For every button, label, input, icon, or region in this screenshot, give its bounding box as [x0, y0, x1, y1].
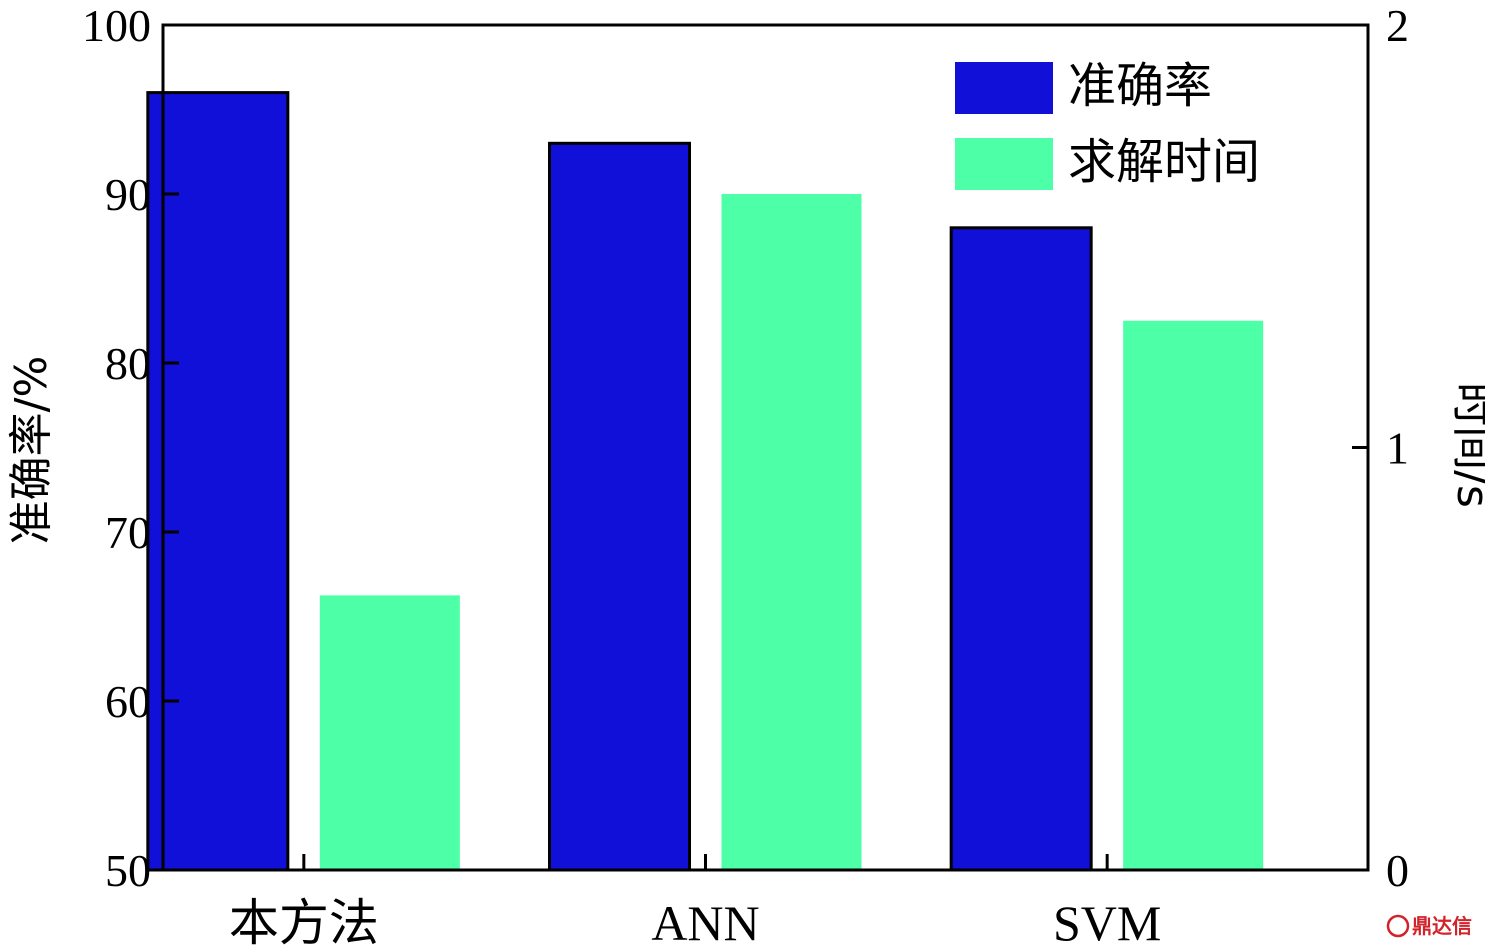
legend-label-time: 求解时间 — [1068, 134, 1260, 190]
category-label-3: SVM — [1053, 895, 1161, 949]
right-tick-label: 0 — [1386, 845, 1409, 896]
left-tick-label: 60 — [105, 676, 151, 727]
bar-accuracy-2 — [548, 141, 691, 872]
category-ticks: 本方法 ANN SVM — [229, 854, 1161, 949]
legend: 准确率 求解时间 — [955, 58, 1260, 190]
legend-swatch-time — [955, 138, 1053, 190]
bars-group — [146, 91, 1264, 872]
left-axis-title: 准确率/% — [6, 356, 57, 545]
category-label-1: 本方法 — [229, 895, 379, 949]
right-tick-label: 2 — [1386, 0, 1409, 51]
left-tick-label: 50 — [105, 845, 151, 896]
bar-time-3 — [1123, 320, 1264, 870]
right-axis-title: 时间/s — [1447, 382, 1485, 508]
left-tick-label: 80 — [105, 338, 151, 389]
right-axis-ticks: 0 1 2 — [1352, 0, 1409, 896]
right-tick-label: 1 — [1386, 423, 1409, 474]
left-tick-label: 100 — [82, 0, 151, 51]
left-tick-label: 90 — [105, 169, 151, 220]
bar-time-2 — [721, 194, 862, 870]
watermark-logo-icon — [1386, 914, 1410, 938]
watermark-text: 鼎达信 — [1412, 914, 1472, 938]
watermark: 鼎达信 — [1386, 914, 1472, 938]
legend-label-accuracy: 准确率 — [1068, 58, 1212, 114]
bar-time-1 — [319, 595, 460, 870]
legend-swatch-accuracy — [955, 62, 1053, 114]
left-tick-label: 70 — [105, 507, 151, 558]
category-label-2: ANN — [651, 895, 759, 949]
bar-accuracy-1 — [146, 91, 290, 872]
left-axis-ticks: 50 60 70 80 90 100 — [82, 0, 179, 896]
bar-accuracy-3 — [949, 226, 1093, 872]
